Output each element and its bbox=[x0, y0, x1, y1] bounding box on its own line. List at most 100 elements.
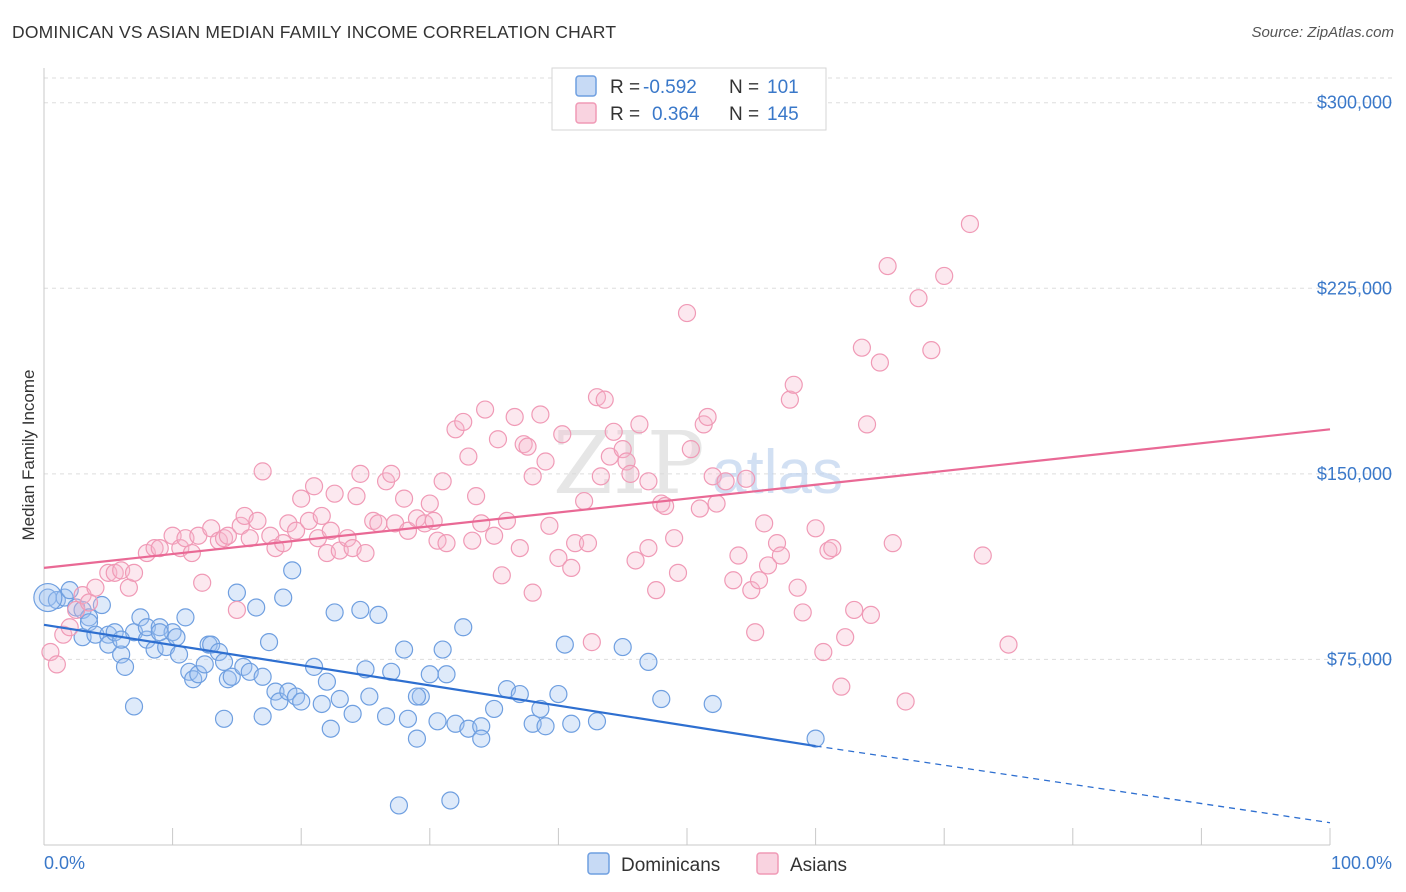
asian-point-44 bbox=[325, 484, 344, 503]
asian-point-57 bbox=[398, 521, 418, 540]
asian-point-113 bbox=[707, 494, 726, 513]
legend-swatch-asians bbox=[575, 102, 597, 124]
asian-point-52 bbox=[369, 514, 388, 533]
legend-n-label-1: N = bbox=[729, 77, 759, 98]
y-tick-label-1: $150,000 bbox=[1317, 464, 1392, 484]
asian-point-89 bbox=[578, 534, 598, 553]
dominican-point-26 bbox=[169, 645, 189, 664]
asian-point-125 bbox=[780, 390, 799, 409]
asian-point-2 bbox=[54, 625, 73, 644]
asian-point-66 bbox=[454, 412, 473, 432]
asian-point-76 bbox=[505, 407, 524, 427]
dominican-point-66 bbox=[394, 640, 414, 659]
asian-point-140 bbox=[878, 256, 897, 276]
series-dominicans bbox=[33, 561, 825, 815]
legend-r-label-2: R = bbox=[610, 104, 640, 125]
watermark: ZIP atlas bbox=[553, 414, 843, 514]
dominican-point-80 bbox=[485, 699, 504, 719]
dominican-point-21 bbox=[145, 640, 164, 659]
dominican-point-71 bbox=[428, 712, 447, 731]
asian-point-49 bbox=[351, 464, 370, 483]
asian-point-116 bbox=[729, 546, 748, 565]
asian-point-60 bbox=[420, 494, 439, 513]
dominican-point-73 bbox=[437, 665, 456, 684]
dominican-point-27 bbox=[176, 608, 195, 627]
asian-point-109 bbox=[690, 499, 709, 518]
bottom-legend-dominicans: Dominicans bbox=[621, 855, 720, 876]
asian-point-141 bbox=[883, 534, 902, 553]
asian-point-145 bbox=[935, 266, 954, 286]
dominican-point-65 bbox=[389, 796, 409, 815]
dominican-point-79 bbox=[472, 729, 491, 748]
asian-point-69 bbox=[466, 487, 486, 506]
asian-point-149 bbox=[639, 538, 658, 558]
x-tick-label-0: 0.0% bbox=[44, 853, 85, 873]
dominican-point-15 bbox=[115, 657, 135, 676]
asian-point-54 bbox=[382, 464, 401, 483]
legend-r-label-1: R = bbox=[610, 77, 640, 98]
asian-point-124 bbox=[771, 546, 790, 565]
dominican-point-29 bbox=[184, 670, 203, 689]
dominican-point-45 bbox=[266, 682, 285, 701]
dominican-point-62 bbox=[369, 605, 388, 625]
bottom-legend: Dominicans Asians bbox=[587, 852, 847, 876]
asian-point-137 bbox=[857, 415, 877, 434]
asian-point-128 bbox=[793, 603, 812, 622]
asian-point-114 bbox=[716, 472, 735, 491]
y-tick-labels: $75,000 $150,000 $225,000 $300,000 bbox=[1317, 93, 1392, 670]
dominican-point-91 bbox=[639, 652, 658, 672]
dominican-point-61 bbox=[360, 687, 379, 706]
legend-swatch-dominicans bbox=[575, 75, 597, 97]
asian-point-83 bbox=[540, 516, 559, 535]
asian-point-75 bbox=[497, 511, 517, 530]
watermark-zip: ZIP bbox=[553, 414, 705, 514]
asian-point-133 bbox=[832, 677, 851, 696]
dominican-point-63 bbox=[376, 707, 396, 726]
y-axis-label: Median Family Income bbox=[19, 369, 38, 540]
dominican-trend-extension bbox=[815, 745, 1331, 824]
legend-n-value-1: 101 bbox=[767, 77, 799, 98]
asian-point-150 bbox=[523, 583, 542, 602]
bottom-legend-swatch-dominicans bbox=[587, 852, 610, 875]
dominican-point-93 bbox=[703, 694, 722, 714]
dominican-point-47 bbox=[274, 588, 293, 607]
asian-point-143 bbox=[909, 289, 928, 308]
legend-r-value-1: -0.592 bbox=[643, 77, 697, 98]
dominican-point-18 bbox=[124, 697, 144, 716]
dominican-point-76 bbox=[454, 618, 473, 637]
asian-point-35 bbox=[279, 514, 298, 533]
asian-point-126 bbox=[784, 375, 803, 394]
asian-point-119 bbox=[746, 623, 765, 642]
bottom-legend-asians: Asians bbox=[790, 855, 847, 876]
legend-r-value-2: 0.364 bbox=[652, 104, 700, 125]
asian-point-107 bbox=[677, 303, 697, 323]
y-tick-label-2: $225,000 bbox=[1317, 278, 1392, 298]
asian-point-48 bbox=[347, 487, 366, 506]
asian-point-84 bbox=[549, 548, 568, 568]
asian-point-146 bbox=[960, 214, 980, 234]
asian-point-73 bbox=[488, 430, 508, 449]
dominican-point-96 bbox=[253, 667, 272, 686]
dominican-point-44 bbox=[259, 633, 279, 652]
asian-point-122 bbox=[758, 556, 778, 575]
chart-title: DOMINICAN VS ASIAN MEDIAN FAMILY INCOME … bbox=[12, 22, 617, 42]
asian-point-39 bbox=[304, 477, 324, 496]
dominican-point-49 bbox=[283, 561, 302, 580]
dominican-point-43 bbox=[253, 707, 272, 726]
asian-point-105 bbox=[665, 529, 684, 548]
dominican-point-78 bbox=[472, 717, 491, 736]
dominican-point-38 bbox=[222, 667, 241, 686]
dominican-point-69 bbox=[411, 687, 430, 706]
dominican-point-86 bbox=[549, 684, 568, 704]
asian-trend-line bbox=[43, 428, 1331, 569]
dominican-point-33 bbox=[202, 635, 221, 654]
asian-point-88 bbox=[575, 491, 594, 511]
dominican-point-58 bbox=[343, 704, 362, 723]
dominican-point-92 bbox=[652, 689, 671, 709]
asian-point-132 bbox=[823, 538, 842, 558]
asian-point-30 bbox=[248, 511, 267, 530]
dominican-point-17 bbox=[131, 608, 150, 627]
asian-point-147 bbox=[999, 635, 1018, 654]
asian-point-121 bbox=[755, 514, 774, 533]
asian-point-72 bbox=[485, 526, 504, 545]
